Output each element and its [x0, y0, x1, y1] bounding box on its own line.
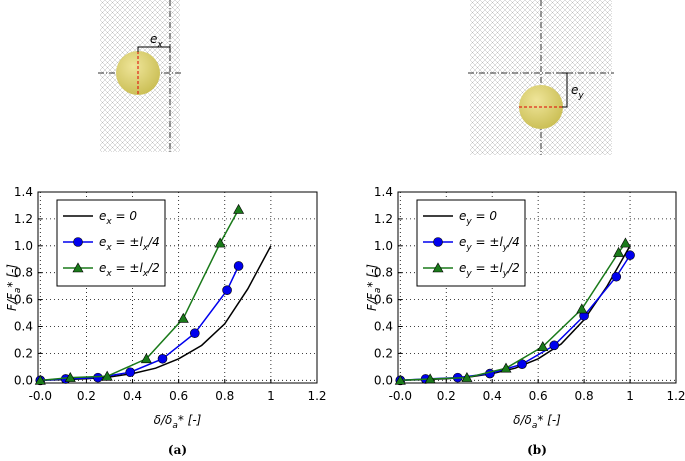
- y-tick-label: 0.0: [374, 373, 393, 387]
- data-point: [549, 340, 560, 351]
- y-tick-label: 0.6: [14, 292, 33, 306]
- data-point: [611, 271, 622, 282]
- y-axis-label: F/Fa* [-]: [365, 264, 383, 311]
- diagram-a: ex: [98, 0, 182, 152]
- data-point: [613, 246, 625, 257]
- y-tick-label: 0.8: [14, 265, 33, 279]
- data-point: [125, 367, 136, 378]
- panel-label: (a): [168, 443, 187, 457]
- legend-marker: [72, 262, 84, 273]
- x-axis-label: δ/δa* [-]: [154, 413, 202, 431]
- data-point: [64, 372, 76, 382]
- x-tick-label: 0.6: [529, 389, 548, 403]
- x-tick-label: 0.4: [123, 389, 142, 403]
- data-point: [233, 203, 245, 214]
- y-tick-label: 0.2: [14, 346, 33, 360]
- data-point: [576, 303, 588, 314]
- y-tick-label: 0.8: [374, 265, 393, 279]
- legend-label: ex = ±lx/4: [99, 235, 160, 253]
- data-point: [424, 373, 436, 384]
- y-axis-label: F/Fa* [-]: [5, 264, 23, 311]
- data-point: [625, 250, 635, 261]
- panel-label: (b): [527, 443, 547, 457]
- data-point: [233, 261, 244, 271]
- x-tick-label: -0.0: [389, 389, 412, 403]
- offset-bracket: [562, 72, 568, 108]
- chart: -0.0 0.2 0.4 0.6 0.8 1 1.2 0.0 0.2 0.4 0.6 0.8 1.0 1.…: [5, 185, 327, 457]
- legend-label: ey = 0: [459, 209, 497, 227]
- legend-marker: [433, 237, 443, 247]
- data-point: [214, 237, 226, 248]
- offset-label: ex: [150, 32, 163, 50]
- legend-label: ex = ±lx/2: [99, 261, 160, 279]
- data-point: [177, 312, 189, 323]
- y-tick-label: 1.2: [374, 211, 393, 225]
- x-tick-label: 1: [267, 389, 275, 403]
- y-tick-label: 0.0: [14, 373, 33, 387]
- y-tick-label: 1.2: [14, 211, 33, 225]
- plot-frame: [397, 191, 677, 384]
- x-tick-label: 1.2: [307, 389, 326, 403]
- data-point: [140, 353, 152, 364]
- legend-marker: [432, 262, 444, 273]
- x-tick-label: -0.0: [29, 389, 52, 403]
- data-point: [537, 341, 549, 351]
- diagram-b: ey: [468, 0, 614, 155]
- data-point: [34, 374, 46, 385]
- data-point: [189, 328, 200, 339]
- x-axis-label: δ/δa* [-]: [513, 413, 561, 431]
- data-point: [517, 359, 527, 369]
- x-tick-label: 0.8: [215, 389, 234, 403]
- data-point: [500, 362, 512, 373]
- data-point: [222, 285, 232, 295]
- data-point: [93, 372, 103, 383]
- chart: -0.0 0.2 0.4 0.6 0.8 1 1.2 0.0 0.2 0.4 0.6 0.8 1.0 1.…: [365, 185, 685, 457]
- x-tick-label: 0.2: [77, 389, 96, 403]
- offset-bracket: [137, 46, 171, 52]
- data-line: [400, 242, 627, 382]
- legend-label: ey = ±ly/2: [459, 261, 520, 279]
- legend-marker: [73, 237, 83, 247]
- x-tick-label: 0.4: [483, 389, 502, 403]
- y-tick-label: 1.4: [374, 185, 393, 199]
- plot-frame: [37, 191, 318, 384]
- y-tick-label: 1.4: [14, 185, 33, 199]
- data-point: [394, 374, 406, 385]
- legend-label: ey = ±ly/4: [459, 235, 520, 253]
- x-tick-label: 0.2: [437, 389, 456, 403]
- offset-label: ey: [571, 83, 584, 101]
- y-tick-label: 1.0: [14, 238, 33, 252]
- data-point: [619, 237, 631, 248]
- y-tick-label: 0.2: [374, 346, 393, 360]
- y-tick-label: 0.4: [374, 319, 393, 333]
- x-tick-label: 1: [626, 389, 634, 403]
- x-tick-label: 0.6: [169, 389, 188, 403]
- data-point: [461, 372, 473, 382]
- data-point: [157, 353, 168, 364]
- x-tick-label: 0.8: [575, 389, 594, 403]
- legend-label: ex = 0: [99, 209, 137, 227]
- data-point: [101, 370, 113, 381]
- y-tick-label: 0.6: [374, 292, 393, 306]
- y-tick-label: 1.0: [374, 238, 393, 252]
- x-tick-label: 1.2: [666, 389, 685, 403]
- y-tick-label: 0.4: [14, 319, 33, 333]
